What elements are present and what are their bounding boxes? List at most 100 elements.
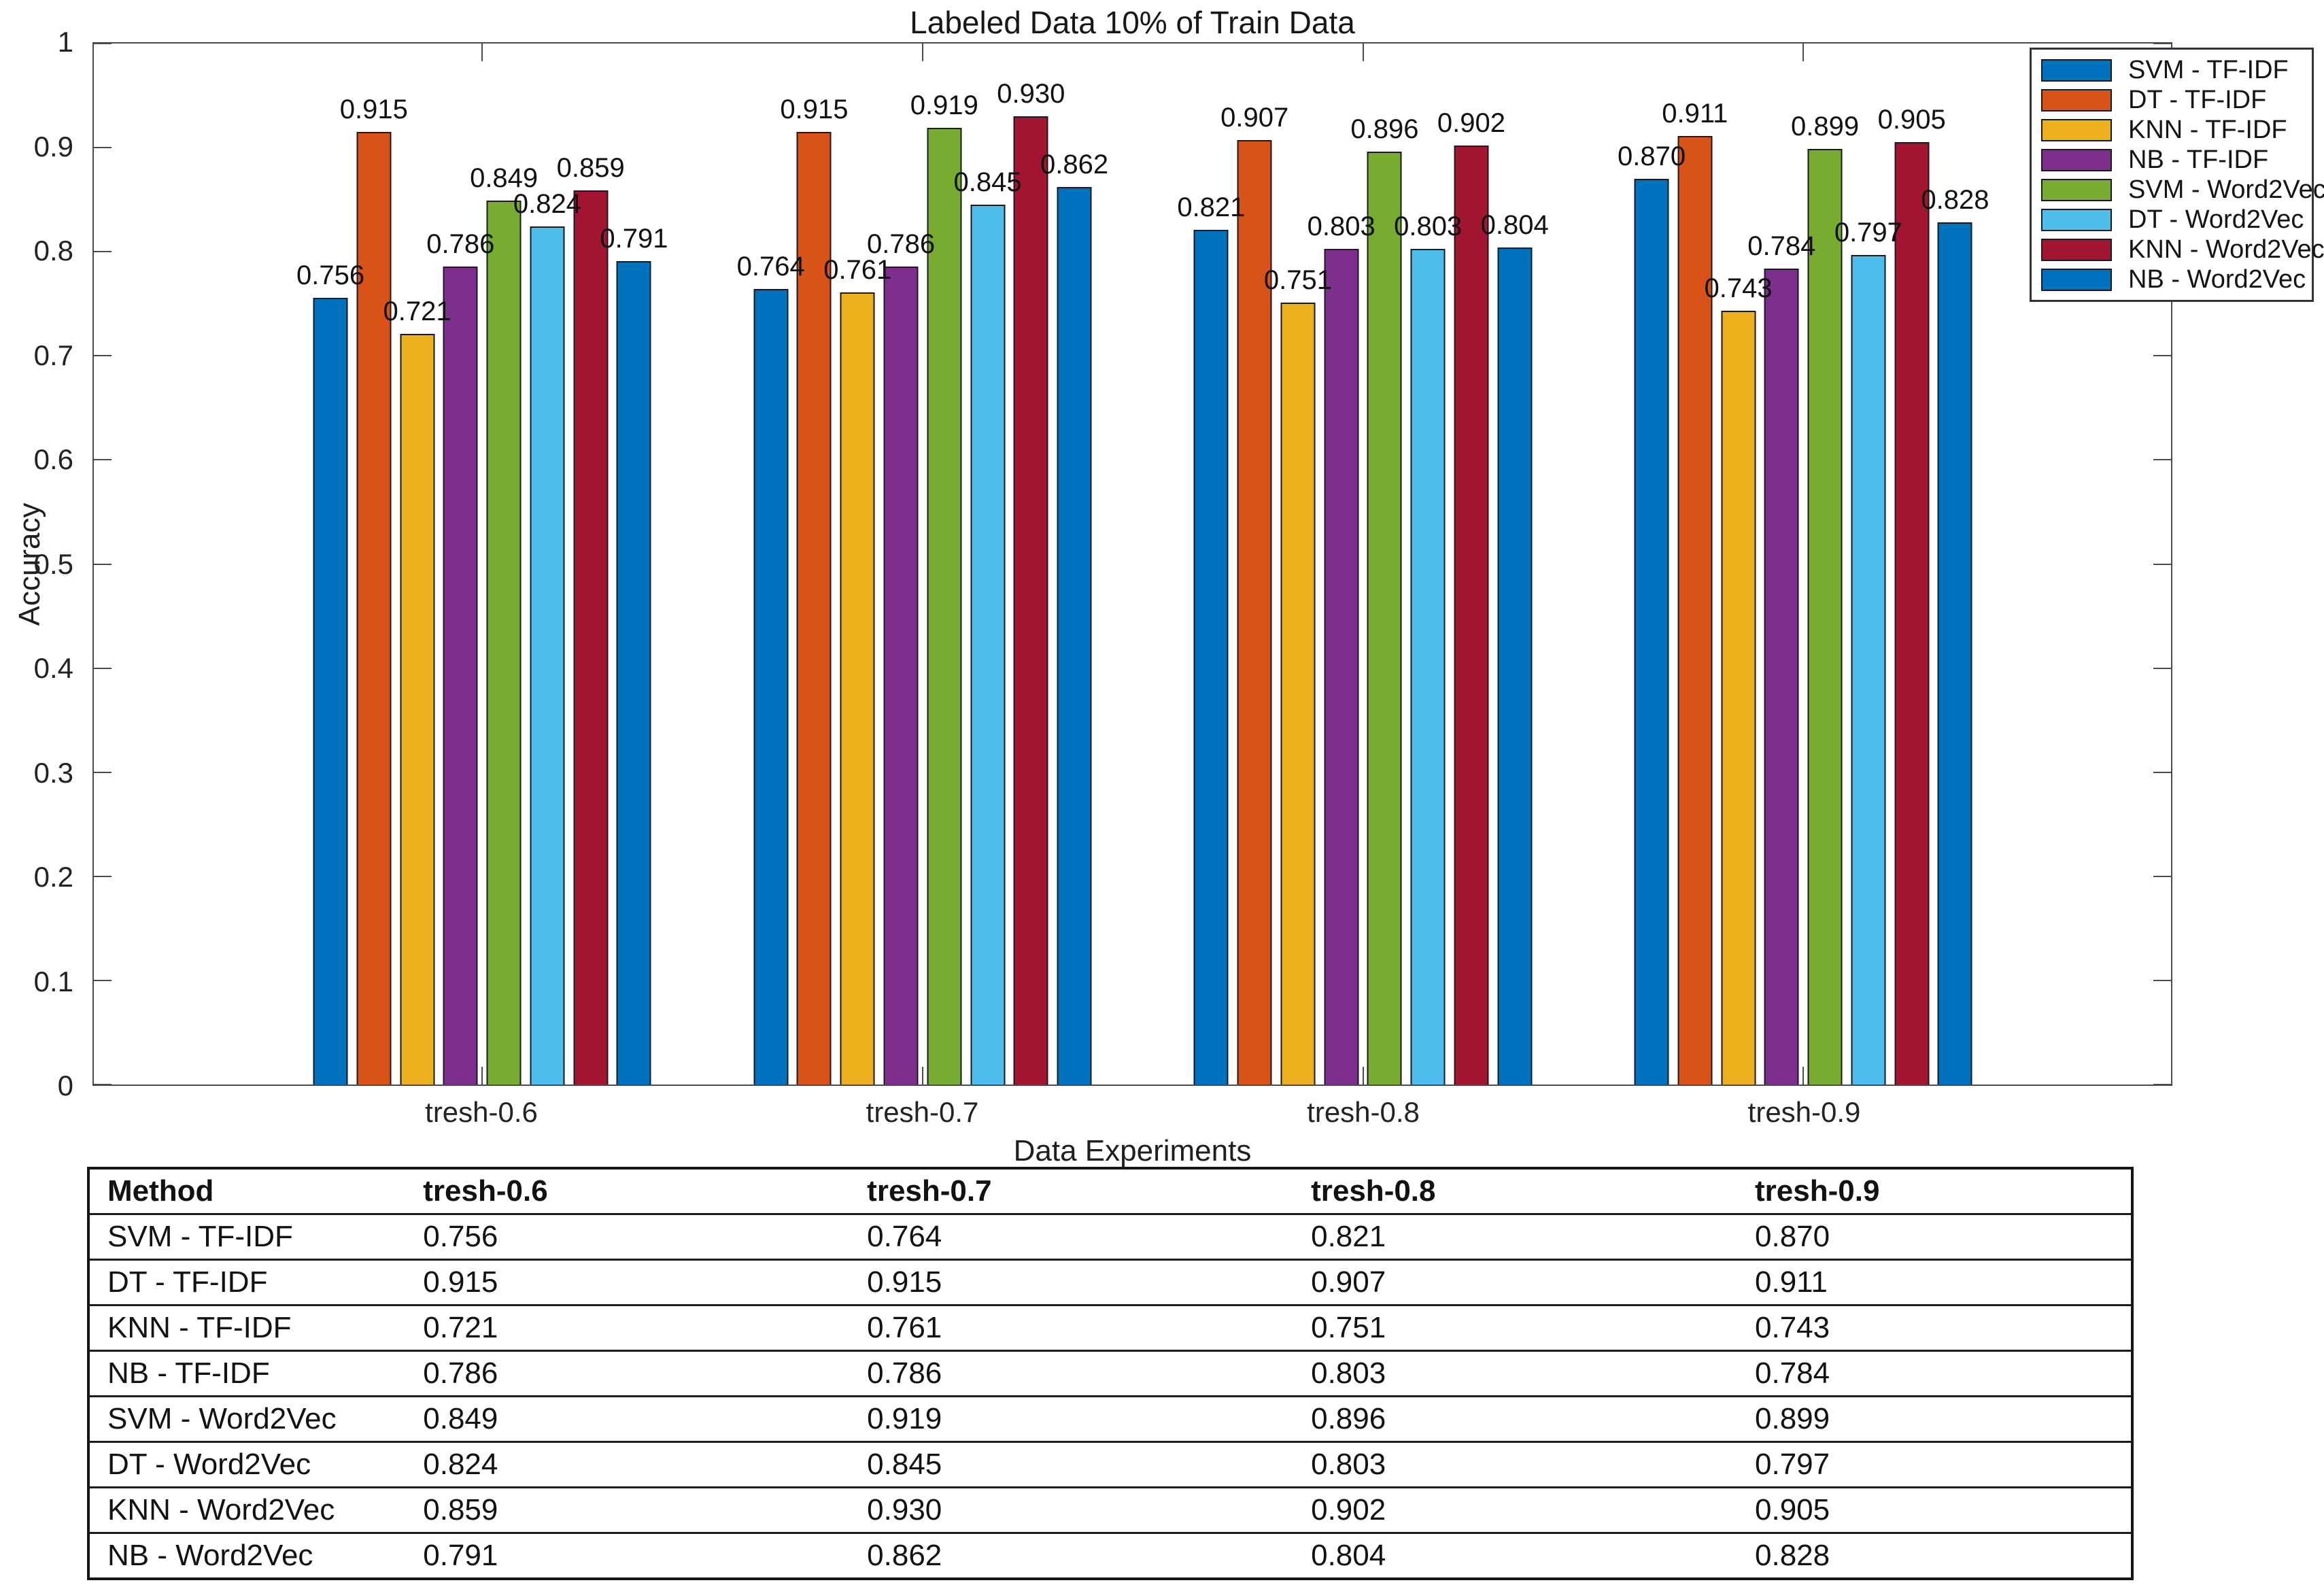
bar-value-label: 0.797 — [1834, 217, 1902, 248]
table-value-cell: 0.804 — [1311, 1539, 1386, 1572]
bar-value-label: 0.907 — [1220, 103, 1289, 133]
table-value-cell: 0.803 — [1311, 1356, 1386, 1390]
x-tick-labels: tresh-0.6 tresh-0.7 tresh-0.8 tresh-0.9 — [92, 1096, 2172, 1130]
table-method-cell: KNN - TF-IDF — [107, 1311, 292, 1344]
table-value-cell: 0.803 — [1311, 1448, 1386, 1481]
bar-group: 0.764 0.915 0.761 0.786 0.919 0.845 0.930 0.862 — [737, 44, 1108, 1085]
bar-DT - TF-IDF — [796, 132, 832, 1085]
legend-item: DT - TF-IDF — [2032, 85, 2312, 115]
bar-value-label: 0.915 — [780, 95, 849, 125]
bar-slot: 0.905 — [1878, 44, 1946, 1085]
bar-KNN - TF-IDF — [1721, 311, 1756, 1085]
bar-NB - TF-IDF — [443, 266, 478, 1085]
table-value-cell: 0.905 — [1755, 1493, 1830, 1526]
legend-swatch — [2041, 88, 2112, 112]
table-value-cell: 0.911 — [1755, 1265, 1828, 1299]
table-value-cell: 0.930 — [867, 1493, 942, 1526]
legend-item: SVM - Word2Vec — [2032, 175, 2324, 205]
x-tick-mark — [481, 44, 483, 61]
bar-KNN - TF-IDF — [1280, 303, 1316, 1085]
bar-KNN - Word2Vec — [573, 190, 609, 1085]
bar-slot: 0.764 — [737, 44, 805, 1085]
table-value-cell: 0.761 — [867, 1311, 942, 1344]
y-tick-mark — [2153, 563, 2171, 565]
legend-item: KNN - Word2Vec — [2032, 235, 2324, 264]
x-tick-mark — [1802, 1067, 1805, 1085]
table-value-cell: 0.791 — [423, 1539, 498, 1572]
legend-swatch — [2041, 148, 2112, 171]
y-tick-label: 0.7 — [33, 339, 73, 371]
x-tick-label: tresh-0.6 — [425, 1096, 538, 1128]
table-header-cell: tresh-0.8 — [1311, 1174, 1436, 1208]
table-header-row: Method tresh-0.6 tresh-0.7 tresh-0.8 tresh-0… — [90, 1170, 2131, 1213]
bar-slot: 0.907 — [1220, 44, 1288, 1085]
bar-value-label: 0.743 — [1704, 273, 1773, 304]
y-tick-mark — [94, 1084, 112, 1085]
y-tick-mark — [94, 875, 112, 877]
bar-value-label: 0.764 — [736, 252, 805, 282]
y-tick-mark — [2153, 875, 2171, 877]
bar-slot: 0.828 — [1921, 44, 1989, 1085]
bar-NB - TF-IDF — [1764, 268, 1799, 1085]
bar-SVM - TF-IDF — [1193, 230, 1229, 1085]
table-value-cell: 0.849 — [423, 1402, 498, 1435]
y-tick-mark — [2153, 1084, 2171, 1085]
bar-NB - TF-IDF — [883, 266, 919, 1085]
table-value-cell: 0.902 — [1311, 1493, 1386, 1526]
bar-slot: 0.721 — [383, 44, 451, 1085]
x-tick-label: tresh-0.8 — [1307, 1096, 1420, 1128]
table-value-cell: 0.743 — [1755, 1311, 1830, 1344]
y-tick-mark — [2153, 979, 2171, 981]
bar-SVM - Word2Vec — [927, 128, 962, 1085]
table-value-cell: 0.756 — [423, 1220, 498, 1253]
bar-value-label: 0.751 — [1263, 265, 1332, 296]
y-tick-label: 0 — [57, 1070, 73, 1102]
y-tick-mark — [94, 979, 112, 981]
bar-value-label: 0.821 — [1177, 192, 1246, 223]
bar-group: 0.821 0.907 0.751 0.803 0.896 0.803 0.902 0.804 — [1177, 44, 1549, 1085]
bar-value-label: 0.803 — [1307, 211, 1375, 241]
x-tick-label: tresh-0.9 — [1747, 1096, 1861, 1128]
bar-DT - Word2Vec — [1851, 254, 1886, 1085]
bar-slot: 0.821 — [1177, 44, 1245, 1085]
legend-label: SVM - TF-IDF — [2128, 55, 2289, 84]
table-value-cell: 0.899 — [1755, 1402, 1830, 1435]
bar-slot: 0.751 — [1264, 44, 1332, 1085]
table-value-cell: 0.797 — [1755, 1448, 1830, 1481]
table-value-cell: 0.821 — [1311, 1220, 1386, 1253]
bar-slot: 0.849 — [470, 44, 538, 1085]
x-tick-mark — [1362, 1067, 1364, 1085]
table-method-cell: SVM - TF-IDF — [107, 1220, 293, 1253]
bar-value-label: 0.915 — [339, 95, 408, 125]
table-row: SVM - Word2Vec 0.849 0.919 0.896 0.899 — [90, 1395, 2131, 1441]
legend-label: NB - Word2Vec — [2128, 264, 2306, 294]
bar-slot: 0.786 — [426, 44, 494, 1085]
y-tick-label: 0.8 — [33, 235, 73, 267]
bar-KNN - TF-IDF — [400, 334, 435, 1085]
bar-slot: 0.899 — [1791, 44, 1859, 1085]
table-row: SVM - TF-IDF 0.756 0.764 0.821 0.870 — [90, 1213, 2131, 1259]
y-tick-label: 0.3 — [33, 756, 73, 789]
bar-NB - Word2Vec — [1937, 222, 1972, 1085]
bar-slot: 0.919 — [910, 44, 978, 1085]
bar-slot: 0.870 — [1618, 44, 1686, 1085]
bar-slot: 0.915 — [340, 44, 408, 1085]
bar-value-label: 0.791 — [600, 223, 668, 254]
bar-slot: 0.803 — [1394, 44, 1462, 1085]
y-tick-mark — [2153, 771, 2171, 773]
y-tick-label: 0.1 — [33, 965, 73, 997]
table-method-cell: SVM - Word2Vec — [107, 1402, 337, 1435]
y-tick-mark — [94, 563, 112, 565]
bar-slot: 0.896 — [1350, 44, 1418, 1085]
bar-slot: 0.791 — [600, 44, 668, 1085]
bar-value-label: 0.784 — [1747, 231, 1816, 261]
bar-KNN - Word2Vec — [1894, 142, 1930, 1085]
y-tick-mark — [94, 355, 112, 357]
bar-value-label: 0.859 — [556, 152, 625, 183]
table-value-cell: 0.786 — [423, 1356, 498, 1390]
table-method-cell: KNN - Word2Vec — [107, 1493, 335, 1526]
bar-slot: 0.845 — [953, 44, 1022, 1085]
table-value-cell: 0.721 — [423, 1311, 498, 1344]
table-value-cell: 0.870 — [1755, 1220, 1830, 1253]
legend-swatch — [2041, 58, 2112, 82]
